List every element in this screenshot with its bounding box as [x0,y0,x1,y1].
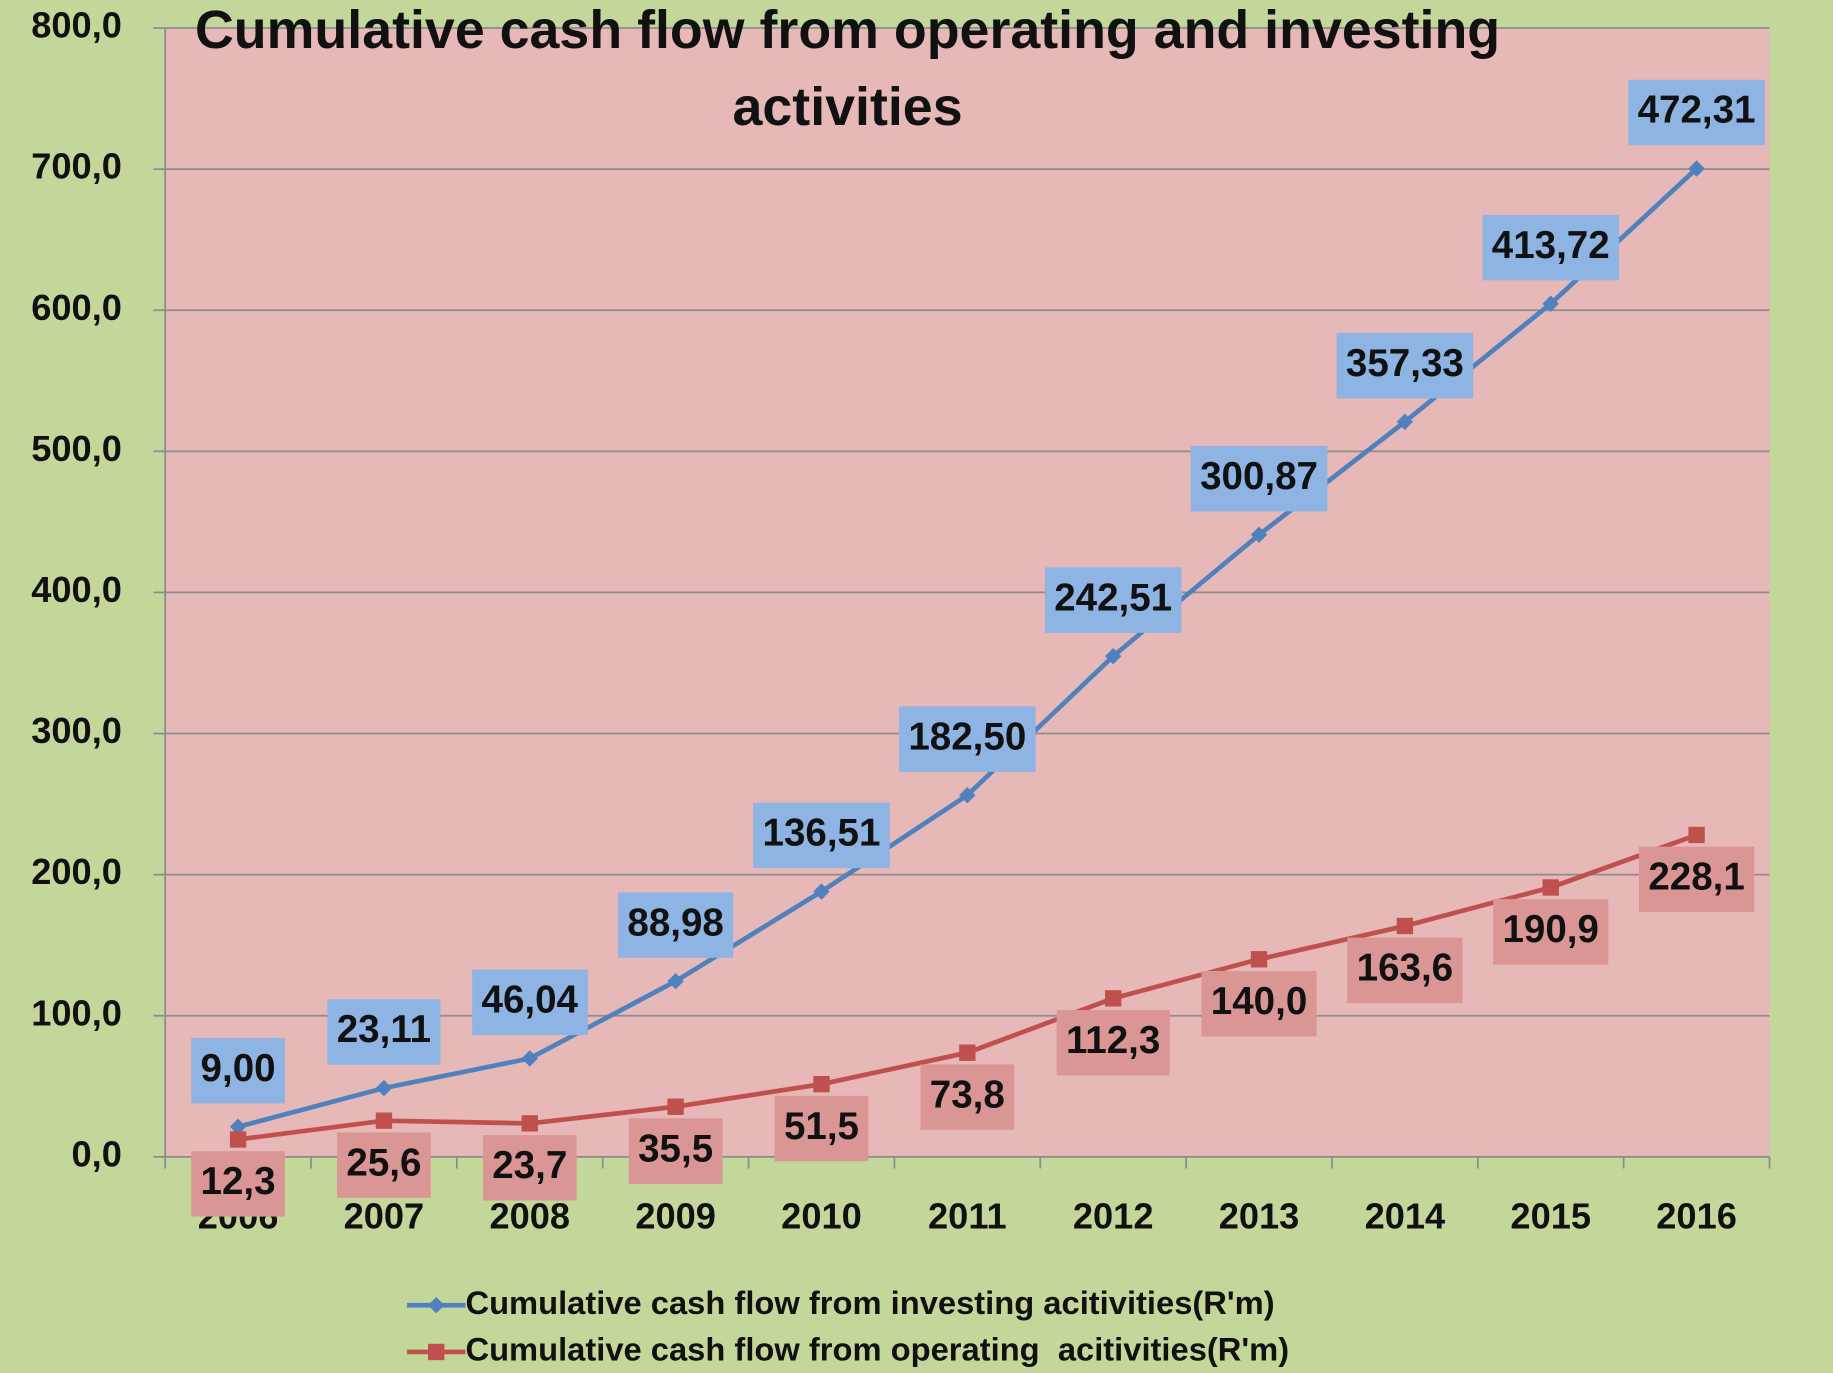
data-point [1542,295,1559,312]
data-point [1105,990,1122,1007]
data-label-box [191,1151,285,1217]
data-point [959,1044,976,1061]
data-point [521,1115,538,1132]
chart-title: Cumulative cash flow from operating and … [194,0,1501,137]
y-tick-label: 600,0 [31,287,122,328]
data-label-box [1044,567,1182,633]
y-tick-label: 700,0 [31,146,122,187]
data-label-box [1493,899,1609,965]
data-label: 228,1 [1648,856,1744,899]
legend-label: Cumulative cash flow from investing acit… [465,1284,1274,1321]
data-label: 190,9 [1503,908,1599,951]
data-label-box [920,1064,1015,1130]
legend-marker [428,1343,445,1361]
x-tick-label: 2013 [1219,1195,1300,1236]
y-tick-label: 100,0 [31,992,122,1033]
data-point [813,1075,830,1093]
data-label: 88,98 [627,901,723,944]
data-label-box [899,706,1036,772]
data-point [1396,917,1414,935]
y-tick-label: 500,0 [31,428,122,469]
y-tick-label: 0,0 [72,1133,122,1174]
data-label: 413,72 [1492,224,1610,267]
data-point [959,787,976,804]
x-tick-label: 2015 [1510,1195,1591,1236]
data-label: 163,6 [1357,947,1453,990]
data-label: 357,33 [1346,342,1464,385]
data-label: 9,00 [201,1047,276,1090]
data-label-box [618,892,734,958]
data-label-box [472,969,588,1036]
data-point [1250,951,1268,968]
x-tick-label: 2016 [1656,1195,1737,1236]
x-tick-label: 2008 [489,1195,570,1236]
x-tick-label: 2012 [1073,1195,1154,1236]
data-point [667,1098,684,1115]
data-point [375,1079,393,1097]
data-label: 300,87 [1200,455,1318,498]
y-tick-label: 800,0 [31,5,122,46]
x-tick-label: 2007 [344,1195,425,1236]
data-label-box [1482,214,1620,281]
data-label-box [628,1118,723,1184]
data-label: 242,51 [1054,576,1172,619]
data-label-box [1056,1010,1170,1076]
data-label-box [327,999,441,1065]
title-area: Cumulative cash flow from operating and … [194,0,1501,137]
data-label-box [191,1037,285,1104]
data-label: 136,51 [763,812,881,855]
x-tick-label: 2011 [928,1195,1007,1236]
data-label: 35,5 [638,1127,713,1170]
y-tick-label: 200,0 [31,851,122,892]
data-label-box [482,1135,577,1201]
data-label: 182,50 [908,715,1026,758]
x-tick-label: 2014 [1365,1195,1446,1236]
data-label-box [1336,332,1474,399]
data-point [667,973,684,990]
data-point [1105,648,1122,665]
data-point [521,1050,538,1067]
data-point [813,883,830,900]
y-tick-label: 400,0 [31,569,122,610]
data-label: 12,3 [201,1160,276,1203]
data-label-box [753,802,890,869]
data-point [1542,879,1559,896]
data-label: 73,8 [930,1073,1005,1116]
data-label: 25,6 [346,1141,421,1184]
data-label-box [774,1095,869,1162]
data-label-box [337,1132,431,1198]
data-label: 46,04 [482,979,579,1022]
data-label-box [1201,970,1317,1037]
data-labels: 9,00 23,11 46,04 88,98 136,51 182,50 242,51 300… [191,79,1765,1217]
data-label-box [1639,846,1755,913]
data-point [1688,826,1705,844]
legend-marker [428,1297,445,1314]
data-label-box [1190,445,1328,512]
data-label: 472,31 [1638,89,1756,132]
legend-label: Cumulative cash flow from operating acit… [465,1331,1289,1368]
data-label: 23,11 [337,1008,431,1051]
x-tick-label: 2009 [635,1195,716,1236]
data-label: 112,3 [1066,1019,1160,1062]
data-label-box [1347,937,1463,1004]
data-point [375,1112,393,1129]
x-tick-label: 2010 [781,1195,862,1236]
data-label: 23,7 [492,1144,567,1187]
y-tick-label: 300,0 [31,710,122,751]
data-label: 140,0 [1211,980,1307,1023]
data-label-box [1628,79,1765,146]
data-point [229,1131,247,1148]
data-label: 51,5 [784,1105,859,1148]
